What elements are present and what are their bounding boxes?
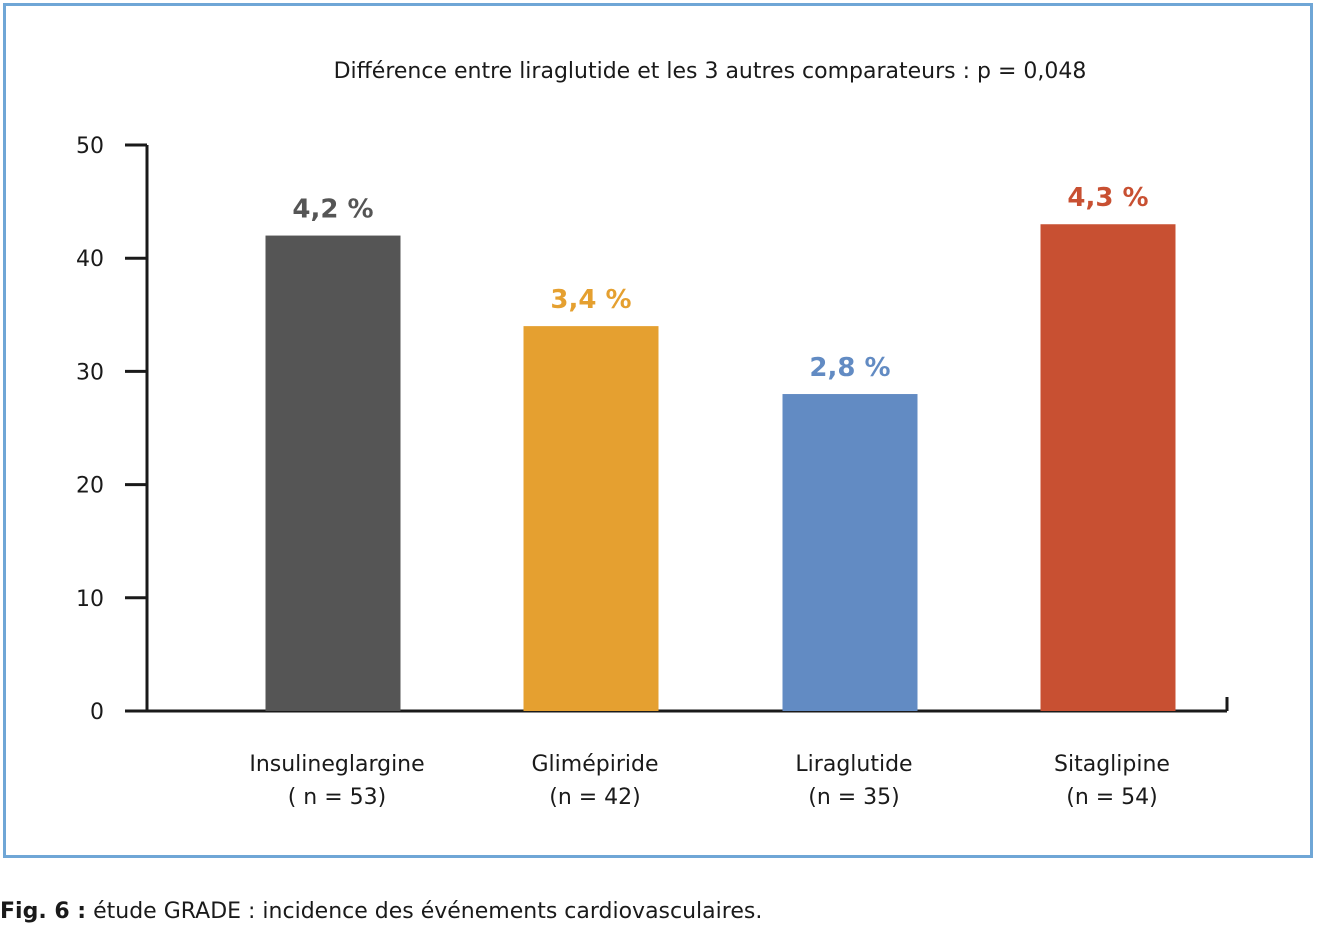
caption-fig-label: Fig. 6 :: [0, 899, 87, 924]
y-tick-label: 0: [90, 700, 104, 725]
category-label: Sitaglipine: [1054, 752, 1170, 777]
category-label: Glimépiride: [532, 752, 659, 777]
category-n-label: (n = 42): [549, 785, 641, 810]
category-n-label: ( n = 53): [288, 785, 387, 810]
category-n-label: (n = 35): [808, 785, 900, 810]
data-label: 4,2 %: [292, 195, 373, 225]
y-tick-label: 20: [76, 474, 104, 499]
bar-chart: Différence entre liraglutide et les 3 au…: [76, 59, 1229, 810]
category-label: Insulineglargine: [249, 752, 424, 777]
bar-insulineglargine: [265, 235, 401, 711]
chart-subtitle: Différence entre liraglutide et les 3 au…: [334, 59, 1087, 84]
y-tick-label: 40: [76, 247, 104, 272]
category-n-label: (n = 54): [1066, 785, 1158, 810]
figure-caption: Fig. 6 : étude GRADE : incidence des évé…: [0, 899, 762, 924]
data-label: 3,4 %: [550, 285, 631, 315]
category-label: Liraglutide: [795, 752, 912, 777]
y-tick-label: 30: [76, 360, 104, 385]
bar-glimépiride: [523, 326, 659, 711]
y-tick-label: 50: [76, 134, 104, 159]
data-label: 4,3 %: [1067, 183, 1148, 213]
y-tick-label: 10: [76, 587, 104, 612]
bar-sitaglipine: [1040, 224, 1176, 712]
data-label: 2,8 %: [809, 353, 890, 383]
caption-text: étude GRADE : incidence des événements c…: [86, 899, 763, 924]
bars: 4,2 % Insulineglargine ( n = 53) 3,4 % Glimé…: [249, 183, 1176, 810]
bar-liraglutide: [782, 394, 918, 711]
